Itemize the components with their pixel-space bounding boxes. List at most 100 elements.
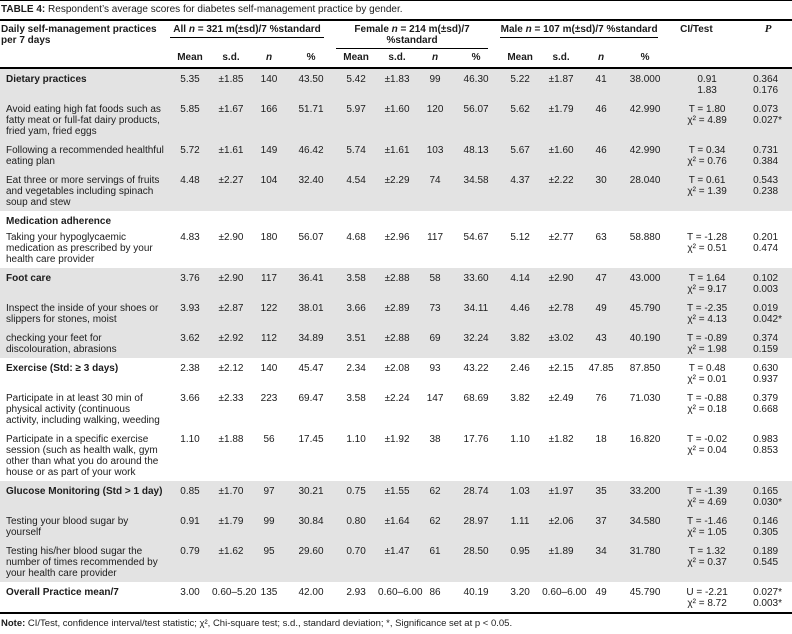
all-pct-cell: 51.71 <box>298 104 324 115</box>
male-n-cell: 34 <box>595 546 607 557</box>
p-cell: 0.146 0.305 <box>744 511 792 541</box>
subcol-male-pct: % <box>620 49 671 69</box>
p-value: 0.545 <box>753 557 779 568</box>
group-all-n: n <box>188 24 195 35</box>
male-pct-cell: 33.200 <box>629 486 661 497</box>
female-n-cell: 86 <box>418 582 453 614</box>
ci-test-cell: T = -1.46 χ² = 1.05 <box>670 511 744 541</box>
p-value: 0.042* <box>753 314 783 325</box>
subcol-all-n: n <box>252 49 286 69</box>
female-sd-cell: ±1.61 <box>384 145 410 156</box>
male-sd-cell: ±2.90 <box>548 273 574 284</box>
female-pct-cell: 56.07 <box>463 104 489 115</box>
male-n-cell: 47 <box>595 273 607 284</box>
note-label: Note: <box>1 618 26 629</box>
p-cell: 0.983 0.853 <box>744 429 792 481</box>
practice-label: checking your feet for discolouration, a… <box>6 333 117 355</box>
subcol-all-sd: s.d. <box>210 49 252 69</box>
ci-test-value: χ² = 4.89 <box>687 115 727 126</box>
p-value: 0.189 <box>753 546 779 557</box>
ci-test-cell: U = -2.21 χ² = 8.72 <box>670 582 745 614</box>
all-pct-cell: 34.89 <box>298 333 324 344</box>
table-row: Dietary practices 5.35 ±1.85 140 43.50 5.42 ±1… <box>0 68 792 99</box>
all-sd-cell: ±1.85 <box>218 74 244 85</box>
female-mean-cell: 0.70 <box>346 546 366 557</box>
female-pct-cell: 28.50 <box>463 546 489 557</box>
all-sd-cell: ±2.87 <box>218 303 244 314</box>
female-n-cell: 74 <box>429 175 441 186</box>
ci-test-value: T = -1.46 <box>687 516 728 527</box>
table-header: Daily self-management practices per 7 da… <box>0 21 792 69</box>
practice-label: Overall Practice mean/7 <box>0 582 170 614</box>
all-mean-cell: 5.85 <box>180 104 200 115</box>
ci-test-value: χ² = 0.37 <box>687 557 727 568</box>
all-mean-cell: 3.93 <box>180 303 200 314</box>
male-mean-cell: 4.14 <box>510 273 530 284</box>
group-male-n: n <box>525 24 532 35</box>
male-pct-cell: 45.790 <box>620 582 671 614</box>
ci-test-value: T = -2.35 <box>687 303 728 314</box>
group-female-pre: Female <box>354 24 392 35</box>
p-value: 0.073 <box>753 104 779 115</box>
p-cell: 0.374 0.159 <box>744 328 792 358</box>
column-header-ci-test: CI/Test <box>670 21 745 69</box>
male-mean-cell: 3.82 <box>510 333 530 344</box>
p-cell: 0.543 0.238 <box>744 170 792 211</box>
all-n-cell: 166 <box>260 104 278 115</box>
female-pct-cell: 48.13 <box>463 145 489 156</box>
p-value: 0.384 <box>753 156 779 167</box>
table-row: Testing your blood sugar by yourself 0.91… <box>0 511 792 541</box>
group-female-post: = 214 m(±sd)/7 %standard <box>386 24 470 46</box>
group-header-female-label: Female n = 214 m(±sd)/7 %standard <box>336 24 489 49</box>
female-pct-cell: 40.19 <box>452 582 501 614</box>
table-row: Testing his/her blood sugar the number o… <box>0 541 792 582</box>
group-male-pre: Male <box>500 24 526 35</box>
male-mean-cell: 4.37 <box>510 175 530 186</box>
p-value: 0.374 <box>753 333 779 344</box>
table-number-label: TABLE 4: <box>1 4 46 15</box>
female-mean-cell: 2.93 <box>336 582 377 614</box>
female-n-cell: 147 <box>426 393 444 404</box>
table-row: Participate in at least 30 min of physic… <box>0 388 792 429</box>
table-row: Overall Practice mean/7 3.00 0.60–5.20 135 4… <box>0 582 792 614</box>
group-header-all: All n = 321 m(±sd)/7 %standard <box>170 21 336 49</box>
group-header-male: Male n = 107 m(±sd)/7 %standard <box>500 21 670 49</box>
male-sd-cell: ±1.89 <box>548 546 574 557</box>
all-pct-cell: 42.00 <box>286 582 337 614</box>
all-sd-cell: ±2.90 <box>218 232 244 243</box>
ci-test-cell: T = -0.02 χ² = 0.04 <box>670 429 744 481</box>
all-sd-cell: ±1.70 <box>218 486 244 497</box>
subcol-female-sd: s.d. <box>376 49 419 69</box>
female-sd-cell: 0.60–6.00 <box>376 582 423 614</box>
female-n-cell: 120 <box>426 104 444 115</box>
male-sd-cell: ±2.78 <box>548 303 574 314</box>
ci-test-cell: 0.91 1.83 <box>670 68 744 99</box>
female-mean-cell: 0.80 <box>346 516 366 527</box>
column-header-practices: Daily self-management practices per 7 da… <box>0 21 170 69</box>
ci-test-value: χ² = 0.76 <box>687 156 727 167</box>
ci-test-value: χ² = 8.72 <box>687 598 727 609</box>
subcol-female-mean: Mean <box>336 49 377 69</box>
p-value: 0.364 <box>753 74 779 85</box>
female-sd-cell: ±2.89 <box>384 303 410 314</box>
subcol-all-mean: Mean <box>170 49 210 69</box>
male-sd-cell: ±2.15 <box>548 363 574 374</box>
ci-test-cell: T = 0.48 χ² = 0.01 <box>670 358 744 388</box>
ci-test-value: 0.91 <box>697 74 717 85</box>
all-sd-cell: ±2.12 <box>218 363 244 374</box>
table-row: Participate in a specific exercise sessi… <box>0 429 792 481</box>
ci-test-value: T = -1.28 <box>687 232 728 243</box>
all-sd-cell: ±2.27 <box>218 175 244 186</box>
female-mean-cell: 3.58 <box>346 273 366 284</box>
female-mean-cell: 4.68 <box>346 232 366 243</box>
all-mean-cell: 5.35 <box>180 74 200 85</box>
male-sd-cell: 0.60–6.00 <box>540 582 587 614</box>
male-sd-cell: ±1.82 <box>548 434 574 445</box>
male-pct-cell: 28.040 <box>629 175 661 186</box>
female-pct-cell: 28.74 <box>463 486 489 497</box>
male-mean-cell: 1.11 <box>510 516 530 527</box>
male-pct-cell: 42.990 <box>629 104 661 115</box>
all-mean-cell: 0.91 <box>180 516 200 527</box>
p-value: 0.668 <box>753 404 779 415</box>
